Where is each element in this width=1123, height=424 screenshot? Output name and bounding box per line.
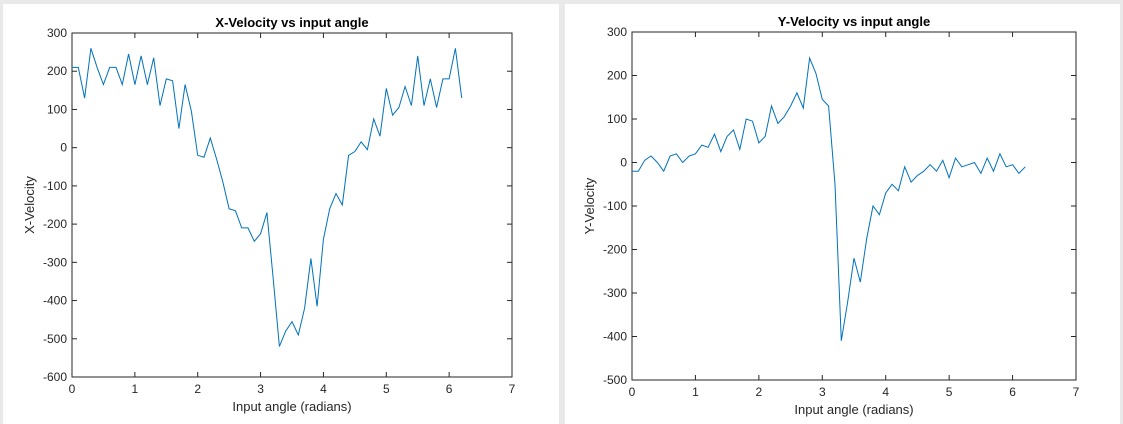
y-tick-label: -100 — [43, 179, 67, 193]
x-tick-label: 7 — [1073, 385, 1080, 399]
plot-area-box — [631, 31, 1077, 381]
plot-area-box — [71, 32, 513, 378]
x-axis-label: Input angle (radians) — [794, 402, 913, 417]
y-axis-label: X-Velocity — [22, 176, 37, 234]
y-tick-label: -500 — [603, 373, 627, 387]
x-tick-label: 5 — [946, 385, 953, 399]
x-axis-label: Input angle (radians) — [232, 399, 351, 414]
y-tick-label: -100 — [603, 199, 627, 213]
x-tick-label: 6 — [1009, 385, 1016, 399]
x-tick-label: 2 — [756, 385, 763, 399]
data-series-line — [632, 56, 1026, 341]
y-tick-label: -600 — [43, 370, 67, 384]
y-tick-label: 200 — [47, 64, 67, 78]
y-tick-label: 200 — [607, 69, 627, 83]
chart-title: Y-Velocity vs input angle — [778, 14, 930, 29]
x-tick-label: 3 — [257, 382, 264, 396]
y-velocity-chart: Y-Velocity vs input angle 0 1 2 3 4 5 6 7 300 200 1… — [582, 14, 1080, 417]
y-tick-label: -300 — [603, 286, 627, 300]
x-tick-label: 0 — [69, 382, 76, 396]
y-tick-label: 0 — [620, 156, 627, 170]
x-tick-label: 1 — [132, 382, 139, 396]
y-axis-label: Y-Velocity — [582, 177, 597, 234]
x-tick-label: 2 — [194, 382, 201, 396]
x-tick-label: 4 — [320, 382, 327, 396]
x-tick-label: 3 — [819, 385, 826, 399]
chart-title: X-Velocity vs input angle — [215, 15, 368, 30]
y-tick-label: 300 — [47, 26, 67, 40]
x-velocity-figure: X-Velocity vs input angle 0 1 2 3 4 5 6 7 300 200 1… — [3, 4, 559, 424]
y-tick-label: 300 — [607, 25, 627, 39]
y-tick-label: 100 — [607, 112, 627, 126]
x-tick-label: 0 — [629, 385, 636, 399]
y-tick-label: -200 — [603, 243, 627, 257]
y-velocity-figure: Y-Velocity vs input angle 0 1 2 3 4 5 6 7 300 200 1… — [565, 4, 1120, 424]
data-series-line — [72, 48, 463, 347]
y-tick-label: -400 — [43, 294, 67, 308]
y-tick-label: -500 — [43, 332, 67, 346]
y-tick-label: 100 — [47, 102, 67, 116]
y-tick-label: -400 — [603, 330, 627, 344]
y-tick-label: -200 — [43, 217, 67, 231]
x-tick-label: 6 — [446, 382, 453, 396]
x-tick-label: 7 — [509, 382, 516, 396]
x-tick-label: 4 — [882, 385, 889, 399]
x-tick-label: 1 — [692, 385, 699, 399]
y-tick-label: 0 — [60, 141, 67, 155]
x-tick-label: 5 — [383, 382, 390, 396]
x-velocity-chart: X-Velocity vs input angle 0 1 2 3 4 5 6 7 300 200 1… — [22, 15, 516, 414]
y-tick-label: -300 — [43, 255, 67, 269]
